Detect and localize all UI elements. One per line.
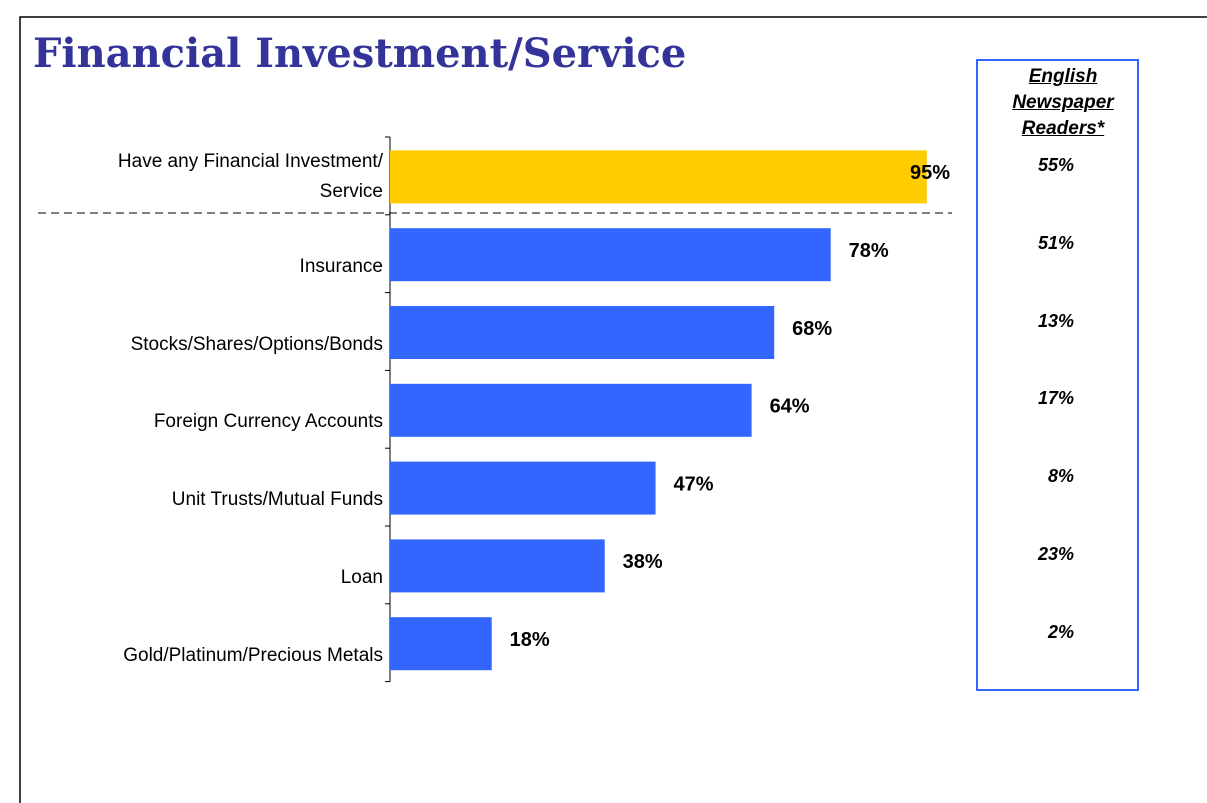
data-label: 18% xyxy=(510,629,550,651)
side-panel-value: 17% xyxy=(1037,388,1074,409)
side-panel-value: 23% xyxy=(1037,543,1074,564)
data-label: 64% xyxy=(770,396,810,418)
side-panel-value: 2% xyxy=(1047,621,1074,642)
data-label: 47% xyxy=(674,473,714,495)
category-label: Stocks/Shares/Options/Bonds xyxy=(130,333,383,355)
side-panel-value: 8% xyxy=(1047,466,1074,487)
bar xyxy=(390,383,752,437)
category-label: Gold/Platinum/Precious Metals xyxy=(123,644,383,666)
bar xyxy=(390,617,492,671)
category-label: Loan xyxy=(340,566,383,588)
category-label: Insurance xyxy=(299,255,383,277)
category-label: Have any Financial Investment/ Service xyxy=(117,150,383,202)
data-label: 68% xyxy=(792,318,832,340)
side-panel-value: 51% xyxy=(1037,232,1074,253)
chart-title: Financial Investment/Service xyxy=(33,30,687,77)
data-label: 38% xyxy=(623,551,663,573)
side-panel-box xyxy=(976,59,1139,691)
bar xyxy=(390,461,656,515)
bar xyxy=(390,228,831,282)
bar xyxy=(390,150,927,204)
data-label: 95% xyxy=(910,162,950,184)
side-panel-title: English Newspaper Readers* xyxy=(1012,66,1114,139)
side-panel-value: 13% xyxy=(1037,310,1074,331)
bar xyxy=(390,306,775,359)
slide-border xyxy=(19,16,1207,803)
category-label: Foreign Currency Accounts xyxy=(153,411,383,433)
side-panel-value: 55% xyxy=(1037,154,1074,175)
data-label: 78% xyxy=(849,240,889,262)
bar xyxy=(390,539,605,593)
category-label: Unit Trusts/Mutual Funds xyxy=(171,489,383,511)
